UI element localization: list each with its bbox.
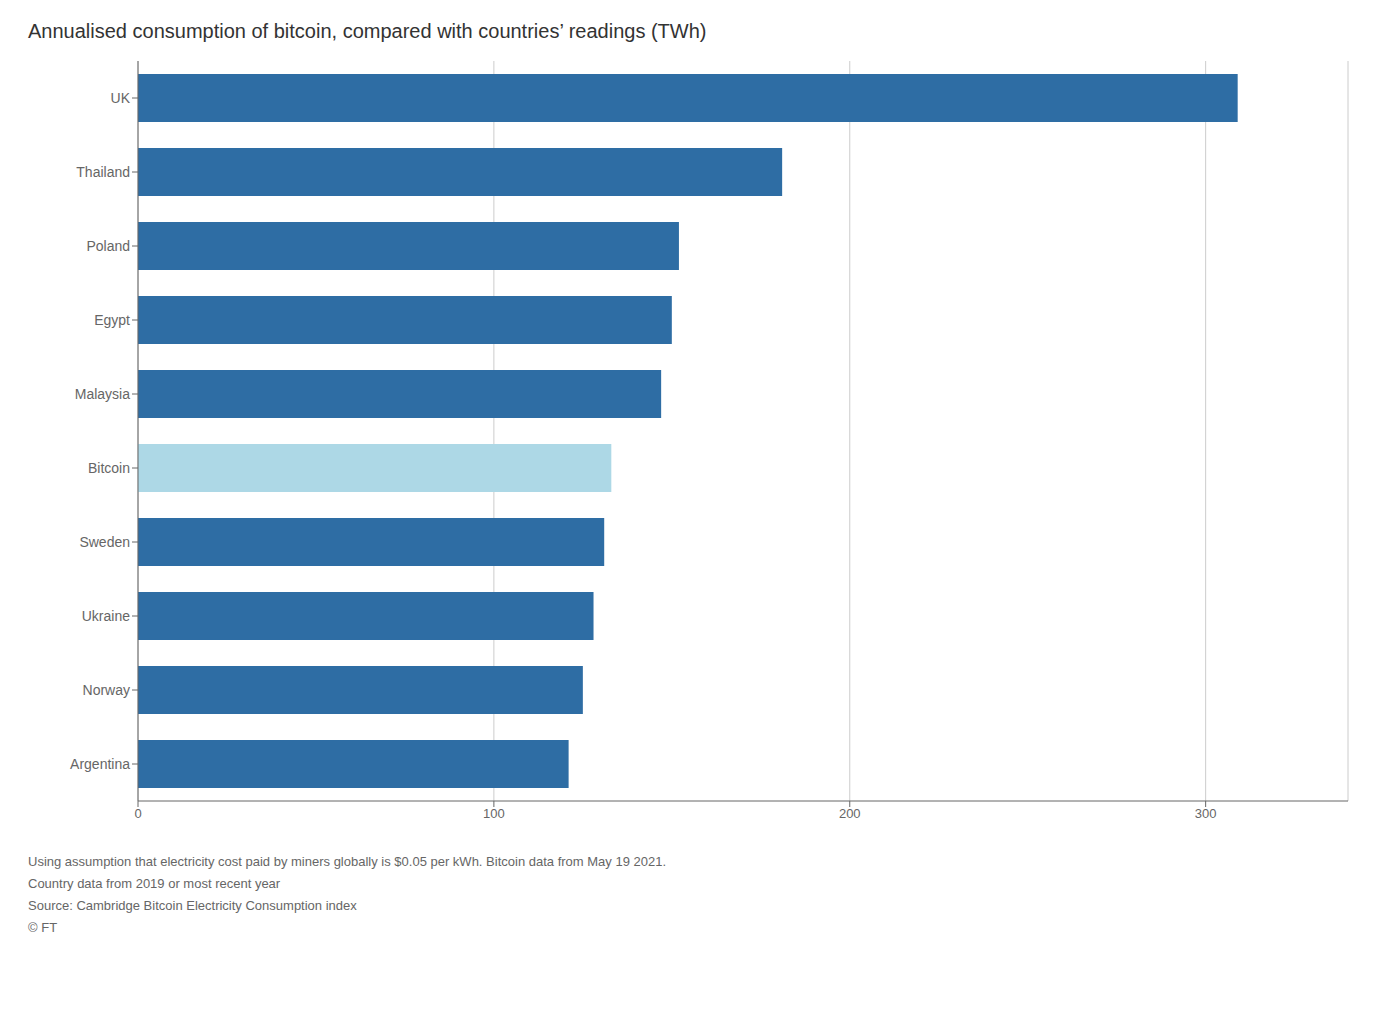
svg-text:100: 100 <box>483 806 505 821</box>
svg-text:0: 0 <box>134 806 141 821</box>
svg-text:Egypt: Egypt <box>94 312 130 328</box>
svg-text:Ukraine: Ukraine <box>82 608 130 624</box>
svg-text:Argentina: Argentina <box>70 756 130 772</box>
html-text:© FT: © FT <box>28 920 58 936</box>
svg-text:Malaysia: Malaysia <box>75 386 130 402</box>
html-text:Annualised consumption of bitc: Annualised consumption of bitcoin, compa… <box>28 20 707 42</box>
svg-text:UK: UK <box>111 90 131 106</box>
svg-text:Thailand: Thailand <box>76 164 130 180</box>
svg-text:Norway: Norway <box>83 682 130 698</box>
html-text:Source: Cambridge Bitcoin Elec: Source: Cambridge Bitcoin Electricity Co… <box>28 898 357 914</box>
html-text:Using assumption that electric: Using assumption that electricity cost p… <box>28 854 666 869</box>
svg-text:Sweden: Sweden <box>79 534 130 550</box>
svg-text:200: 200 <box>839 806 861 821</box>
svg-text:300: 300 <box>1195 806 1217 821</box>
svg-text:Bitcoin: Bitcoin <box>88 460 130 476</box>
html-text:Country data from 2019 or most: Country data from 2019 or most recent ye… <box>28 876 281 892</box>
svg-text:Poland: Poland <box>86 238 130 254</box>
